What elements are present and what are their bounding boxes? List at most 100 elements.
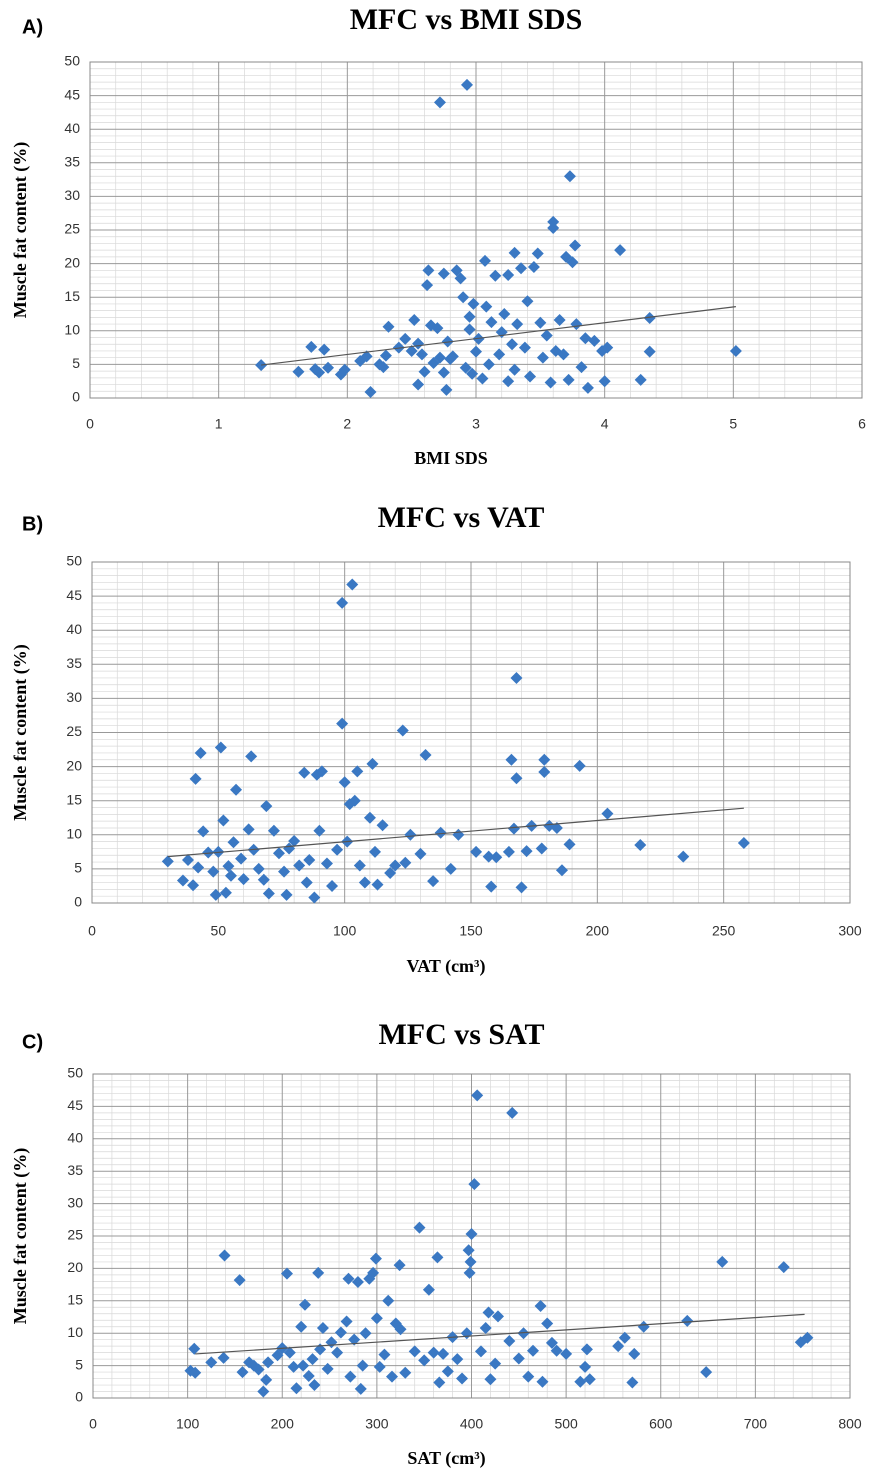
- data-point: [312, 1266, 325, 1279]
- data-point: [801, 1331, 814, 1344]
- data-point: [245, 750, 258, 763]
- data-point: [354, 1382, 367, 1395]
- data-point: [485, 316, 498, 329]
- x-tick-label: 300: [365, 1416, 389, 1432]
- data-point: [412, 378, 425, 391]
- data-point: [480, 300, 493, 313]
- data-point: [618, 1331, 631, 1344]
- data-point: [437, 366, 450, 379]
- data-point: [415, 348, 428, 361]
- data-point: [456, 1372, 469, 1385]
- data-point: [637, 1320, 650, 1333]
- data-point: [502, 269, 515, 282]
- y-tick-label: 35: [66, 655, 82, 671]
- data-point: [510, 772, 523, 785]
- data-point: [579, 332, 592, 345]
- x-tick-label: 250: [712, 923, 736, 939]
- data-point: [512, 1352, 525, 1365]
- x-tick-label: 800: [838, 1416, 862, 1432]
- x-axis-label: BMI SDS: [414, 448, 488, 468]
- data-point: [493, 348, 506, 361]
- data-point: [489, 1357, 502, 1370]
- data-point: [463, 323, 476, 336]
- data-point: [490, 851, 503, 864]
- data-point: [550, 1344, 563, 1357]
- data-point: [315, 765, 328, 778]
- y-tick-label: 0: [74, 894, 82, 910]
- data-point: [467, 297, 480, 310]
- data-point: [386, 1370, 399, 1383]
- data-point: [470, 345, 482, 358]
- data-point: [363, 811, 376, 824]
- data-point: [581, 381, 594, 394]
- data-point: [427, 875, 440, 888]
- data-point: [563, 170, 576, 183]
- data-point: [463, 310, 476, 323]
- data-point: [399, 1366, 412, 1379]
- y-axis-label: Muscle fat content (%): [10, 644, 31, 820]
- data-point: [262, 887, 275, 900]
- data-point: [257, 1385, 270, 1398]
- data-point: [433, 96, 446, 109]
- data-point: [508, 246, 521, 259]
- y-tick-label: 45: [67, 1097, 83, 1113]
- data-point: [489, 269, 502, 282]
- data-point: [553, 314, 566, 327]
- data-point: [288, 834, 301, 847]
- data-point: [358, 876, 371, 889]
- data-point: [470, 845, 483, 858]
- data-point: [614, 244, 627, 257]
- data-point: [353, 859, 366, 872]
- data-point: [538, 766, 551, 779]
- data-point: [382, 1294, 395, 1307]
- data-point: [612, 1340, 625, 1353]
- y-tick-label: 5: [74, 860, 82, 876]
- data-point: [192, 861, 205, 874]
- data-point: [322, 361, 335, 374]
- data-point: [421, 279, 434, 292]
- data-point: [580, 1343, 593, 1356]
- data-point: [187, 879, 200, 892]
- y-tick-label: 30: [67, 1194, 83, 1210]
- data-point: [433, 351, 446, 364]
- data-point: [295, 1320, 308, 1333]
- y-tick-label: 20: [66, 757, 82, 773]
- y-axis-label: Muscle fat content (%): [10, 1148, 31, 1324]
- y-tick-label: 30: [66, 689, 82, 705]
- data-point: [222, 860, 235, 873]
- data-point: [437, 1347, 450, 1360]
- data-point: [482, 1306, 495, 1319]
- data-point: [408, 1345, 421, 1358]
- x-axis-label: VAT (cm³): [407, 956, 486, 977]
- x-tick-label: 1: [215, 416, 223, 432]
- data-point: [360, 350, 373, 363]
- data-point: [484, 1373, 497, 1386]
- y-tick-label: 25: [64, 221, 80, 237]
- data-point: [634, 839, 647, 852]
- y-tick-label: 45: [64, 86, 80, 102]
- data-point: [550, 821, 563, 834]
- data-point: [419, 749, 432, 762]
- y-tick-label: 50: [67, 1065, 83, 1081]
- data-point: [297, 1359, 310, 1372]
- y-tick-label: 50: [66, 553, 82, 569]
- data-point: [460, 1327, 473, 1340]
- data-point: [351, 765, 364, 778]
- data-point: [634, 373, 647, 386]
- x-tick-label: 2: [343, 416, 351, 432]
- data-point: [452, 828, 465, 841]
- data-point: [716, 1255, 729, 1268]
- data-point: [511, 318, 524, 331]
- data-point: [364, 385, 377, 398]
- data-point: [502, 845, 515, 858]
- data-point: [451, 1353, 464, 1366]
- data-point: [237, 873, 250, 886]
- data-point: [479, 254, 492, 267]
- data-point: [207, 865, 220, 878]
- x-tick-label: 0: [89, 1416, 97, 1432]
- data-point: [515, 881, 528, 894]
- data-point: [318, 343, 331, 356]
- data-point: [260, 1373, 273, 1386]
- data-point: [280, 888, 293, 901]
- x-tick-label: 0: [86, 416, 94, 432]
